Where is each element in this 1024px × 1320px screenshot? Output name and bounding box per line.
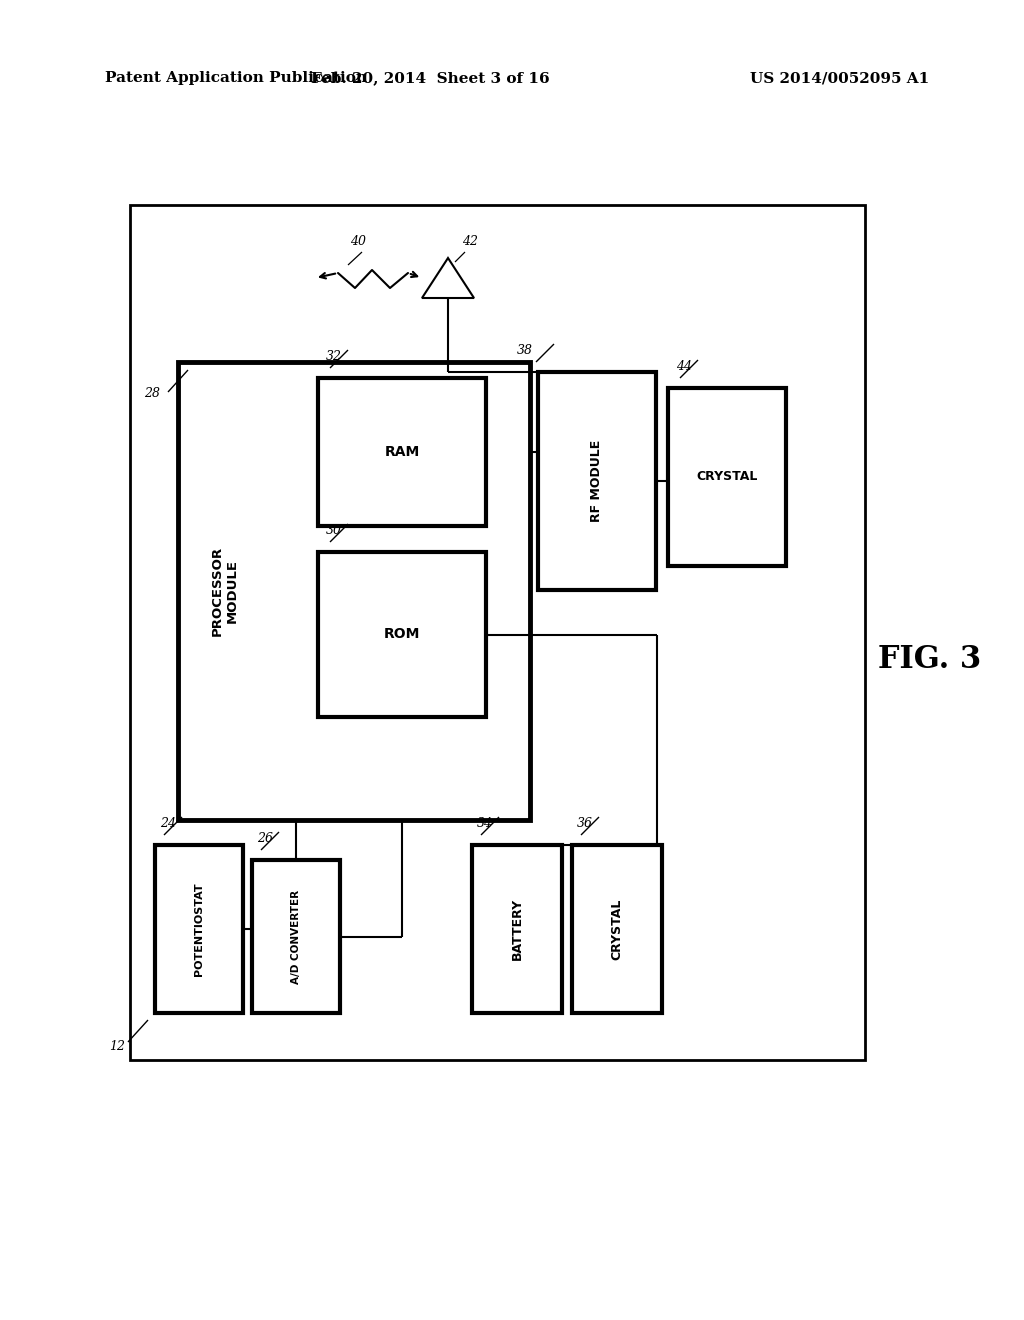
Text: CRYSTAL: CRYSTAL xyxy=(696,470,758,483)
Text: ROM: ROM xyxy=(384,627,420,642)
Bar xyxy=(538,372,656,590)
Text: 34: 34 xyxy=(477,817,493,830)
Text: 42: 42 xyxy=(462,235,478,248)
Text: CRYSTAL: CRYSTAL xyxy=(610,899,624,960)
Text: Patent Application Publication: Patent Application Publication xyxy=(105,71,367,84)
Text: 32: 32 xyxy=(326,350,342,363)
Text: FIG. 3: FIG. 3 xyxy=(879,644,982,676)
Text: RAM: RAM xyxy=(384,445,420,459)
Text: 44: 44 xyxy=(676,360,692,374)
Text: 40: 40 xyxy=(350,235,366,248)
Text: BATTERY: BATTERY xyxy=(511,898,523,960)
Text: 36: 36 xyxy=(577,817,593,830)
Text: PROCESSOR
MODULE: PROCESSOR MODULE xyxy=(211,546,239,636)
Text: RF MODULE: RF MODULE xyxy=(591,440,603,523)
Text: 12: 12 xyxy=(109,1040,125,1053)
Bar xyxy=(572,845,662,1012)
Text: A/D CONVERTER: A/D CONVERTER xyxy=(291,890,301,983)
Text: Feb. 20, 2014  Sheet 3 of 16: Feb. 20, 2014 Sheet 3 of 16 xyxy=(310,71,549,84)
Bar xyxy=(318,378,486,525)
Bar xyxy=(155,845,243,1012)
Bar xyxy=(318,552,486,717)
Text: 38: 38 xyxy=(517,345,534,356)
Bar xyxy=(668,388,786,566)
Text: POTENTIOSTAT: POTENTIOSTAT xyxy=(194,882,204,975)
Bar xyxy=(252,861,340,1012)
Bar xyxy=(178,362,530,820)
Text: 26: 26 xyxy=(257,832,273,845)
Text: 24: 24 xyxy=(160,817,176,830)
Text: US 2014/0052095 A1: US 2014/0052095 A1 xyxy=(750,71,929,84)
Text: 28: 28 xyxy=(144,387,160,400)
Text: 30: 30 xyxy=(326,524,342,537)
Bar xyxy=(130,205,865,1060)
Bar xyxy=(472,845,562,1012)
